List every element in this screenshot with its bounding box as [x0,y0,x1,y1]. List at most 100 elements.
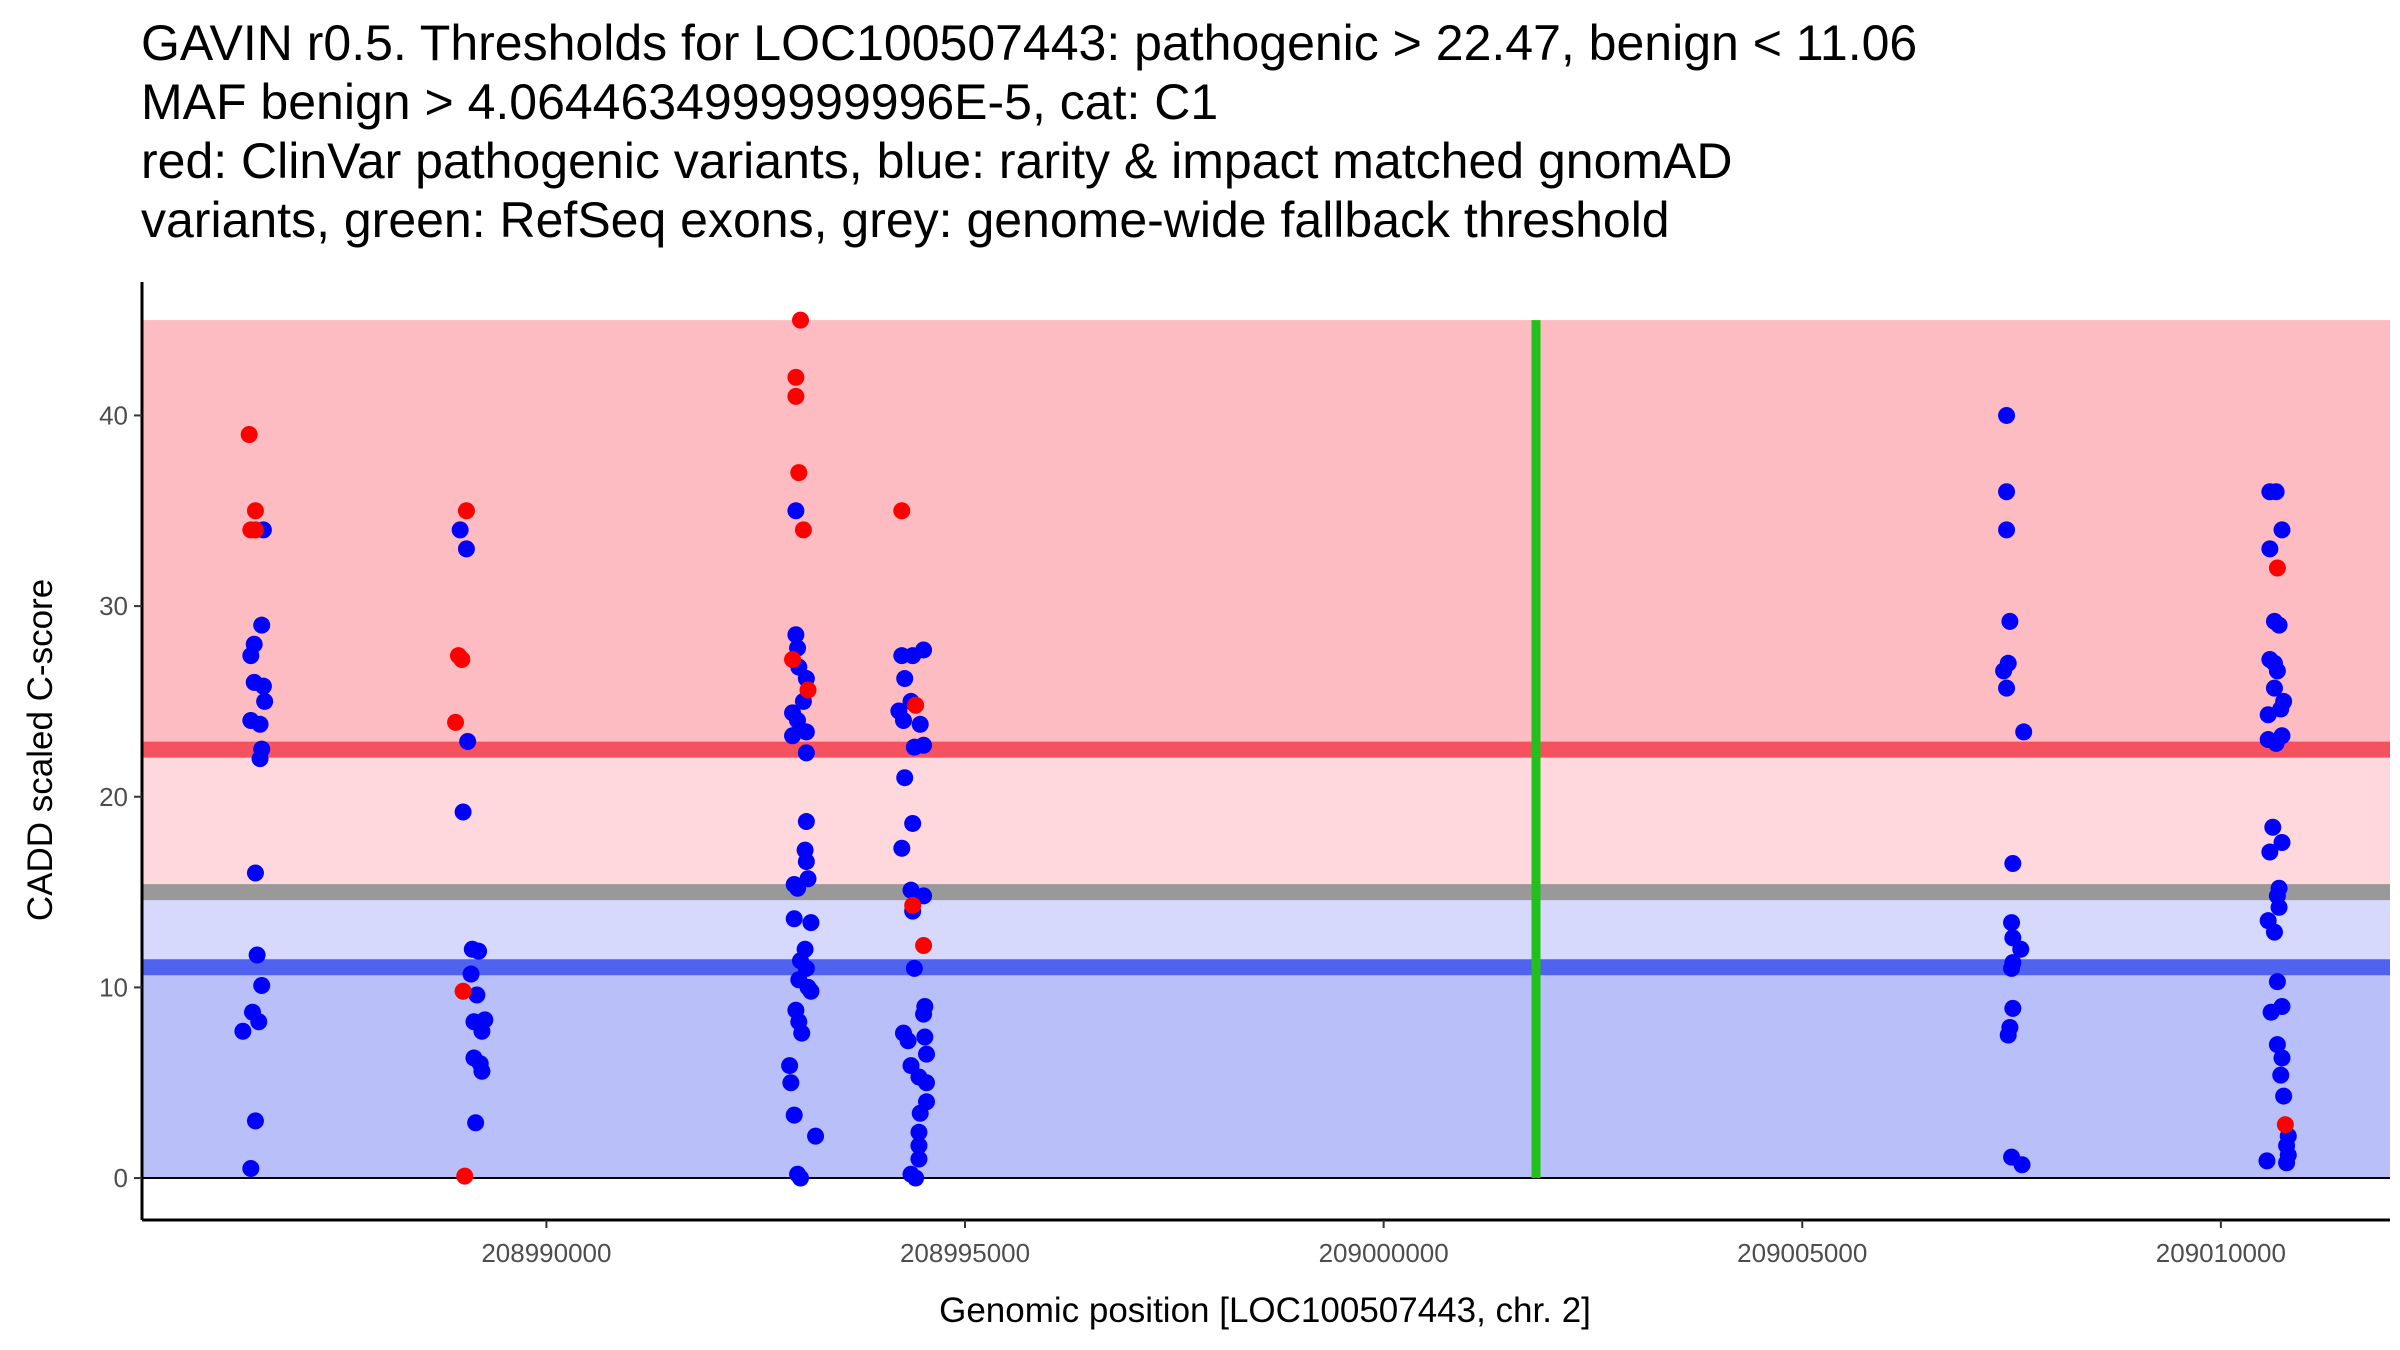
clinvar-point [2276,1116,2294,1134]
gnomad-point [1998,521,2016,539]
gnomad-point [2267,483,2285,501]
gnomad-point [802,914,820,932]
gnomad-point [911,1104,929,1122]
x-tick-label: 209005000 [1737,1238,1867,1268]
gnomad-point [2278,1154,2296,1172]
gnomad-point [1998,406,2016,424]
gnomad-point [2275,1087,2293,1105]
gnomad-point [911,715,929,733]
gnomad-point [2267,734,2285,752]
gnomad-point [1998,679,2016,697]
gnomad-point [2273,1049,2291,1067]
clinvar-point [787,368,805,386]
gnomad-point [894,711,912,729]
x-axis-title: Genomic position [LOC100507443, chr. 2] [939,1291,1591,1330]
clinvar-point [915,936,933,954]
gnomad-point [2012,940,2030,958]
gnomad-point [253,977,271,994]
gnomad-point [910,1137,928,1155]
gnomad-point [248,946,266,964]
gnomad-point [2270,616,2288,634]
gnomad-point [910,1150,928,1168]
clinvar-point [907,696,925,714]
gnomad-point [459,732,477,750]
clinvar-point [457,502,475,520]
axes: 0 10 20 30 40 208990000 208995000 209000000 2090… [99,282,2390,1268]
gnomad-point [462,965,480,983]
gnomad-point [905,959,923,977]
gnomad-point [2261,540,2279,558]
gnomad-point [1995,662,2013,680]
gnomad-point [254,677,272,695]
gnomad-point [242,647,260,665]
gnomad-point [916,1028,934,1046]
clinvar-point [447,713,465,731]
x-tick-label: 208990000 [481,1238,611,1268]
gnomad-point [246,1112,264,1130]
variant-points [234,311,2297,1187]
gnomad-point [2003,914,2021,932]
gnomad-point [2268,662,2286,680]
threshold-bands [142,320,2390,1180]
gnomad-point [457,540,475,558]
gnomad-point [2265,923,2283,941]
gnomad-point [2259,706,2277,724]
gnomad-point [797,853,815,871]
gnomad-point [784,727,802,745]
gnomad-point [907,1169,925,1187]
gnomad-point [915,641,933,659]
gnomad-point [797,744,815,762]
gnomad-point [454,803,472,821]
gnomad-point [2264,818,2282,836]
clinvar-point [240,426,258,444]
gnomad-point [787,626,805,644]
gnomad-point [2258,1152,2276,1170]
gnomad-point [451,521,469,539]
gnomad-point [781,1057,799,1075]
gnomad-point [785,1106,803,1124]
gnomad-point [2265,679,2283,697]
gnomad-point [468,986,486,1004]
y-axis-title: CADD scaled C-score [21,579,60,921]
gnomad-point [782,1074,800,1092]
title-line-3: red: ClinVar pathogenic variants, blue: … [141,133,1732,189]
clinvar-point [456,1167,474,1185]
gnomad-point [2262,1003,2280,1021]
gnomad-point [250,1013,268,1031]
gnomad-point [473,1022,491,1040]
gnomad-point [797,723,815,741]
gnomad-point [1998,483,2016,501]
y-tick-label: 10 [99,972,128,1002]
intermediate-pathogenic-band [142,749,2390,893]
gnomad-point [917,1074,935,1092]
y-tick-label: 20 [99,782,128,812]
clinvar-point [784,650,802,668]
gnomad-point [807,1127,825,1145]
title-line-4: variants, green: RefSeq exons, grey: gen… [141,192,1670,248]
chart-title: GAVIN r0.5. Thresholds for LOC100507443:… [141,15,1917,248]
gnomad-point [467,1114,485,1132]
y-tick-label: 40 [99,400,128,430]
title-line-2: MAF benign > 4.0644634999999996E-5, cat:… [141,74,1218,130]
gnomad-point [251,715,269,733]
gnomad-point [234,1022,252,1040]
gnomad-point [1999,1026,2017,1044]
gnomad-point [789,879,807,897]
clinvar-point [787,387,805,405]
x-tick-label: 209010000 [2156,1238,2286,1268]
x-tick-label: 208995000 [900,1238,1030,1268]
gnomad-point [910,1123,928,1141]
gnomad-point [905,738,923,756]
gnomad-point [785,910,803,928]
gnomad-point [789,711,807,729]
clinvar-point [799,681,817,699]
gnomad-point [2273,521,2291,539]
gnomad-point [256,692,274,710]
gnomad-point [251,750,269,768]
gnomad-point [904,814,922,832]
gnomad-point [2004,854,2022,872]
gnomad-point [246,864,264,882]
gnomad-point [473,1062,491,1080]
gnomad-point [802,982,820,1000]
